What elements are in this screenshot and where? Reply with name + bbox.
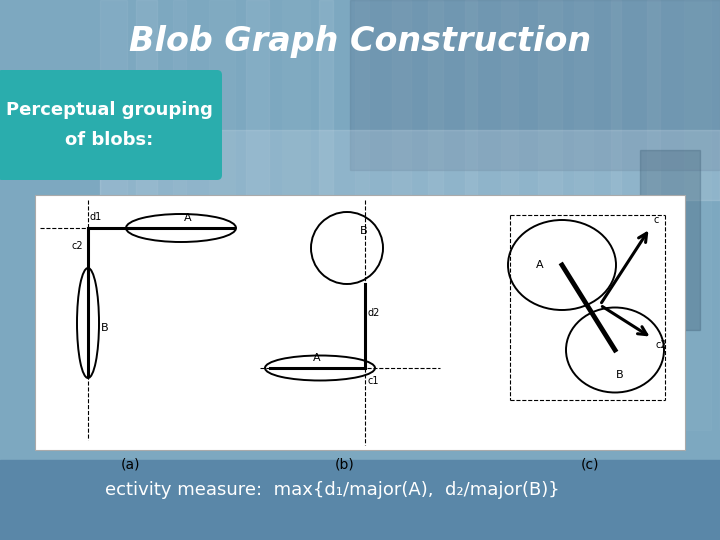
Bar — [173, 0, 186, 430]
Bar — [282, 0, 310, 430]
Text: Blob Graph Construction: Blob Graph Construction — [129, 25, 591, 58]
Text: B: B — [616, 370, 624, 380]
Bar — [100, 0, 127, 430]
Text: A: A — [313, 353, 321, 363]
Text: c2: c2 — [655, 340, 667, 350]
FancyBboxPatch shape — [0, 70, 222, 180]
Bar — [611, 0, 621, 430]
Bar — [137, 0, 157, 430]
Bar — [464, 0, 477, 430]
Text: of blobs:: of blobs: — [66, 131, 153, 149]
Text: (c): (c) — [581, 458, 599, 472]
Bar — [0, 460, 720, 540]
Bar — [350, 0, 720, 170]
Bar — [35, 195, 685, 450]
Text: (b): (b) — [335, 458, 355, 472]
Bar — [246, 0, 269, 430]
Text: c1: c1 — [367, 376, 379, 386]
Bar — [538, 0, 562, 430]
Text: B: B — [360, 226, 368, 236]
Bar — [355, 0, 369, 430]
Bar — [647, 0, 660, 430]
Text: ectivity measure:  max{d₁/major(A),  d₂/major(B)}: ectivity measure: max{d₁/major(A), d₂/ma… — [105, 481, 559, 499]
Bar — [640, 150, 700, 330]
Text: Perceptual grouping: Perceptual grouping — [6, 101, 213, 119]
Bar — [100, 130, 720, 200]
Text: c: c — [653, 215, 658, 225]
Text: B: B — [101, 323, 109, 333]
Text: A: A — [536, 260, 544, 270]
Bar — [392, 0, 411, 430]
Bar — [683, 0, 711, 430]
Bar — [210, 0, 235, 430]
Text: A: A — [184, 213, 192, 223]
Bar — [574, 0, 593, 430]
Text: c2: c2 — [71, 241, 83, 251]
Text: (a): (a) — [120, 458, 140, 472]
Text: d1: d1 — [90, 212, 102, 222]
Text: d2: d2 — [368, 308, 380, 318]
Bar — [319, 0, 333, 430]
Bar — [428, 0, 444, 430]
Bar — [501, 0, 518, 430]
